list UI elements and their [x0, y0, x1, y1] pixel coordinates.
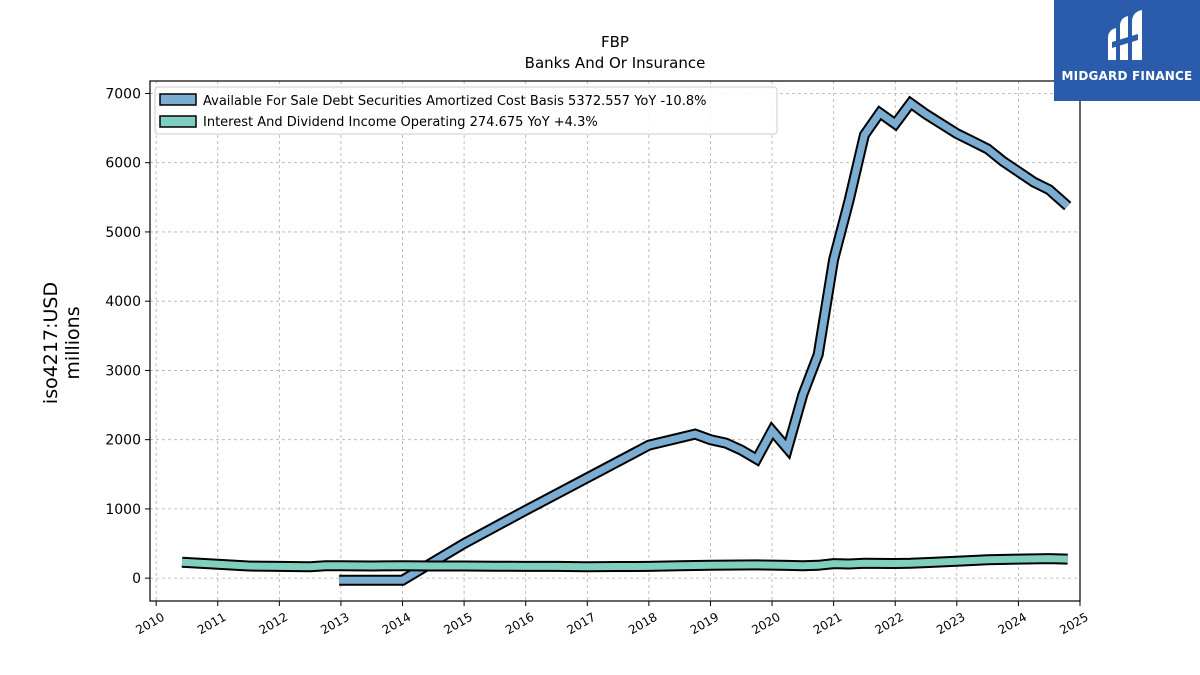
y-axis-label-line2: millions	[62, 306, 84, 379]
midgard-logo: MIDGARD FINANCE	[1054, 0, 1200, 101]
y-tick-label: 4000	[105, 294, 141, 310]
x-tick-label: 2011	[195, 610, 228, 637]
chart-subtitle: Banks And Or Insurance	[525, 54, 706, 72]
midgard-logo-icon	[1108, 10, 1142, 60]
x-tick-label: 2013	[318, 610, 351, 637]
y-tick-label: 7000	[105, 86, 141, 102]
y-axis-label-line1: iso4217:USD	[40, 282, 62, 404]
x-tick-label: 2016	[503, 610, 536, 637]
y-tick-label: 1000	[105, 502, 141, 518]
x-tick-label: 2012	[257, 610, 290, 637]
y-axis-label: iso4217:USD millions	[40, 282, 84, 404]
x-tick-label: 2019	[688, 610, 721, 637]
x-tick-label: 2023	[934, 610, 967, 637]
x-tick-label: 2017	[565, 610, 598, 637]
y-tick-label: 0	[132, 571, 141, 587]
x-tick-label: 2021	[811, 610, 844, 637]
x-tick-label: 2020	[749, 610, 782, 637]
x-tick-label: 2022	[873, 610, 906, 637]
axis-ticks: 2010 2011 2012 2013 2014 2015 2016 2017 2018 2019…	[105, 86, 1090, 637]
legend-swatch-interest	[159, 115, 197, 128]
y-tick-label: 5000	[105, 225, 141, 241]
series-fill-line	[181, 555, 1068, 571]
legend-swatch-securities	[159, 93, 197, 106]
x-tick-label: 2014	[380, 610, 413, 637]
legend-label-securities: Available For Sale Debt Securities Amort…	[203, 94, 706, 109]
x-tick-label: 2024	[996, 610, 1029, 637]
series-securities-line	[339, 95, 1072, 586]
legend-box	[154, 86, 778, 135]
y-tick-label: 6000	[105, 156, 141, 172]
series-interest-line	[181, 553, 1068, 573]
legend: Available For Sale Debt Securities Amort…	[154, 86, 778, 135]
legend-label-interest: Interest And Dividend Income Operating 2…	[203, 115, 598, 130]
y-tick-label: 3000	[105, 363, 141, 379]
x-tick-label: 2015	[441, 610, 474, 637]
chart-title: FBP	[601, 33, 629, 51]
logo-text: MIDGARD FINANCE	[1061, 69, 1193, 83]
series-fill-line	[339, 98, 1071, 584]
series-layer	[181, 95, 1072, 586]
plot-frame	[149, 80, 1081, 602]
x-tick-label: 2010	[133, 610, 166, 637]
y-tick-label: 2000	[105, 433, 141, 449]
x-tick-label: 2018	[626, 610, 659, 637]
x-tick-label: 2025	[1057, 610, 1090, 637]
grid	[150, 81, 1081, 601]
